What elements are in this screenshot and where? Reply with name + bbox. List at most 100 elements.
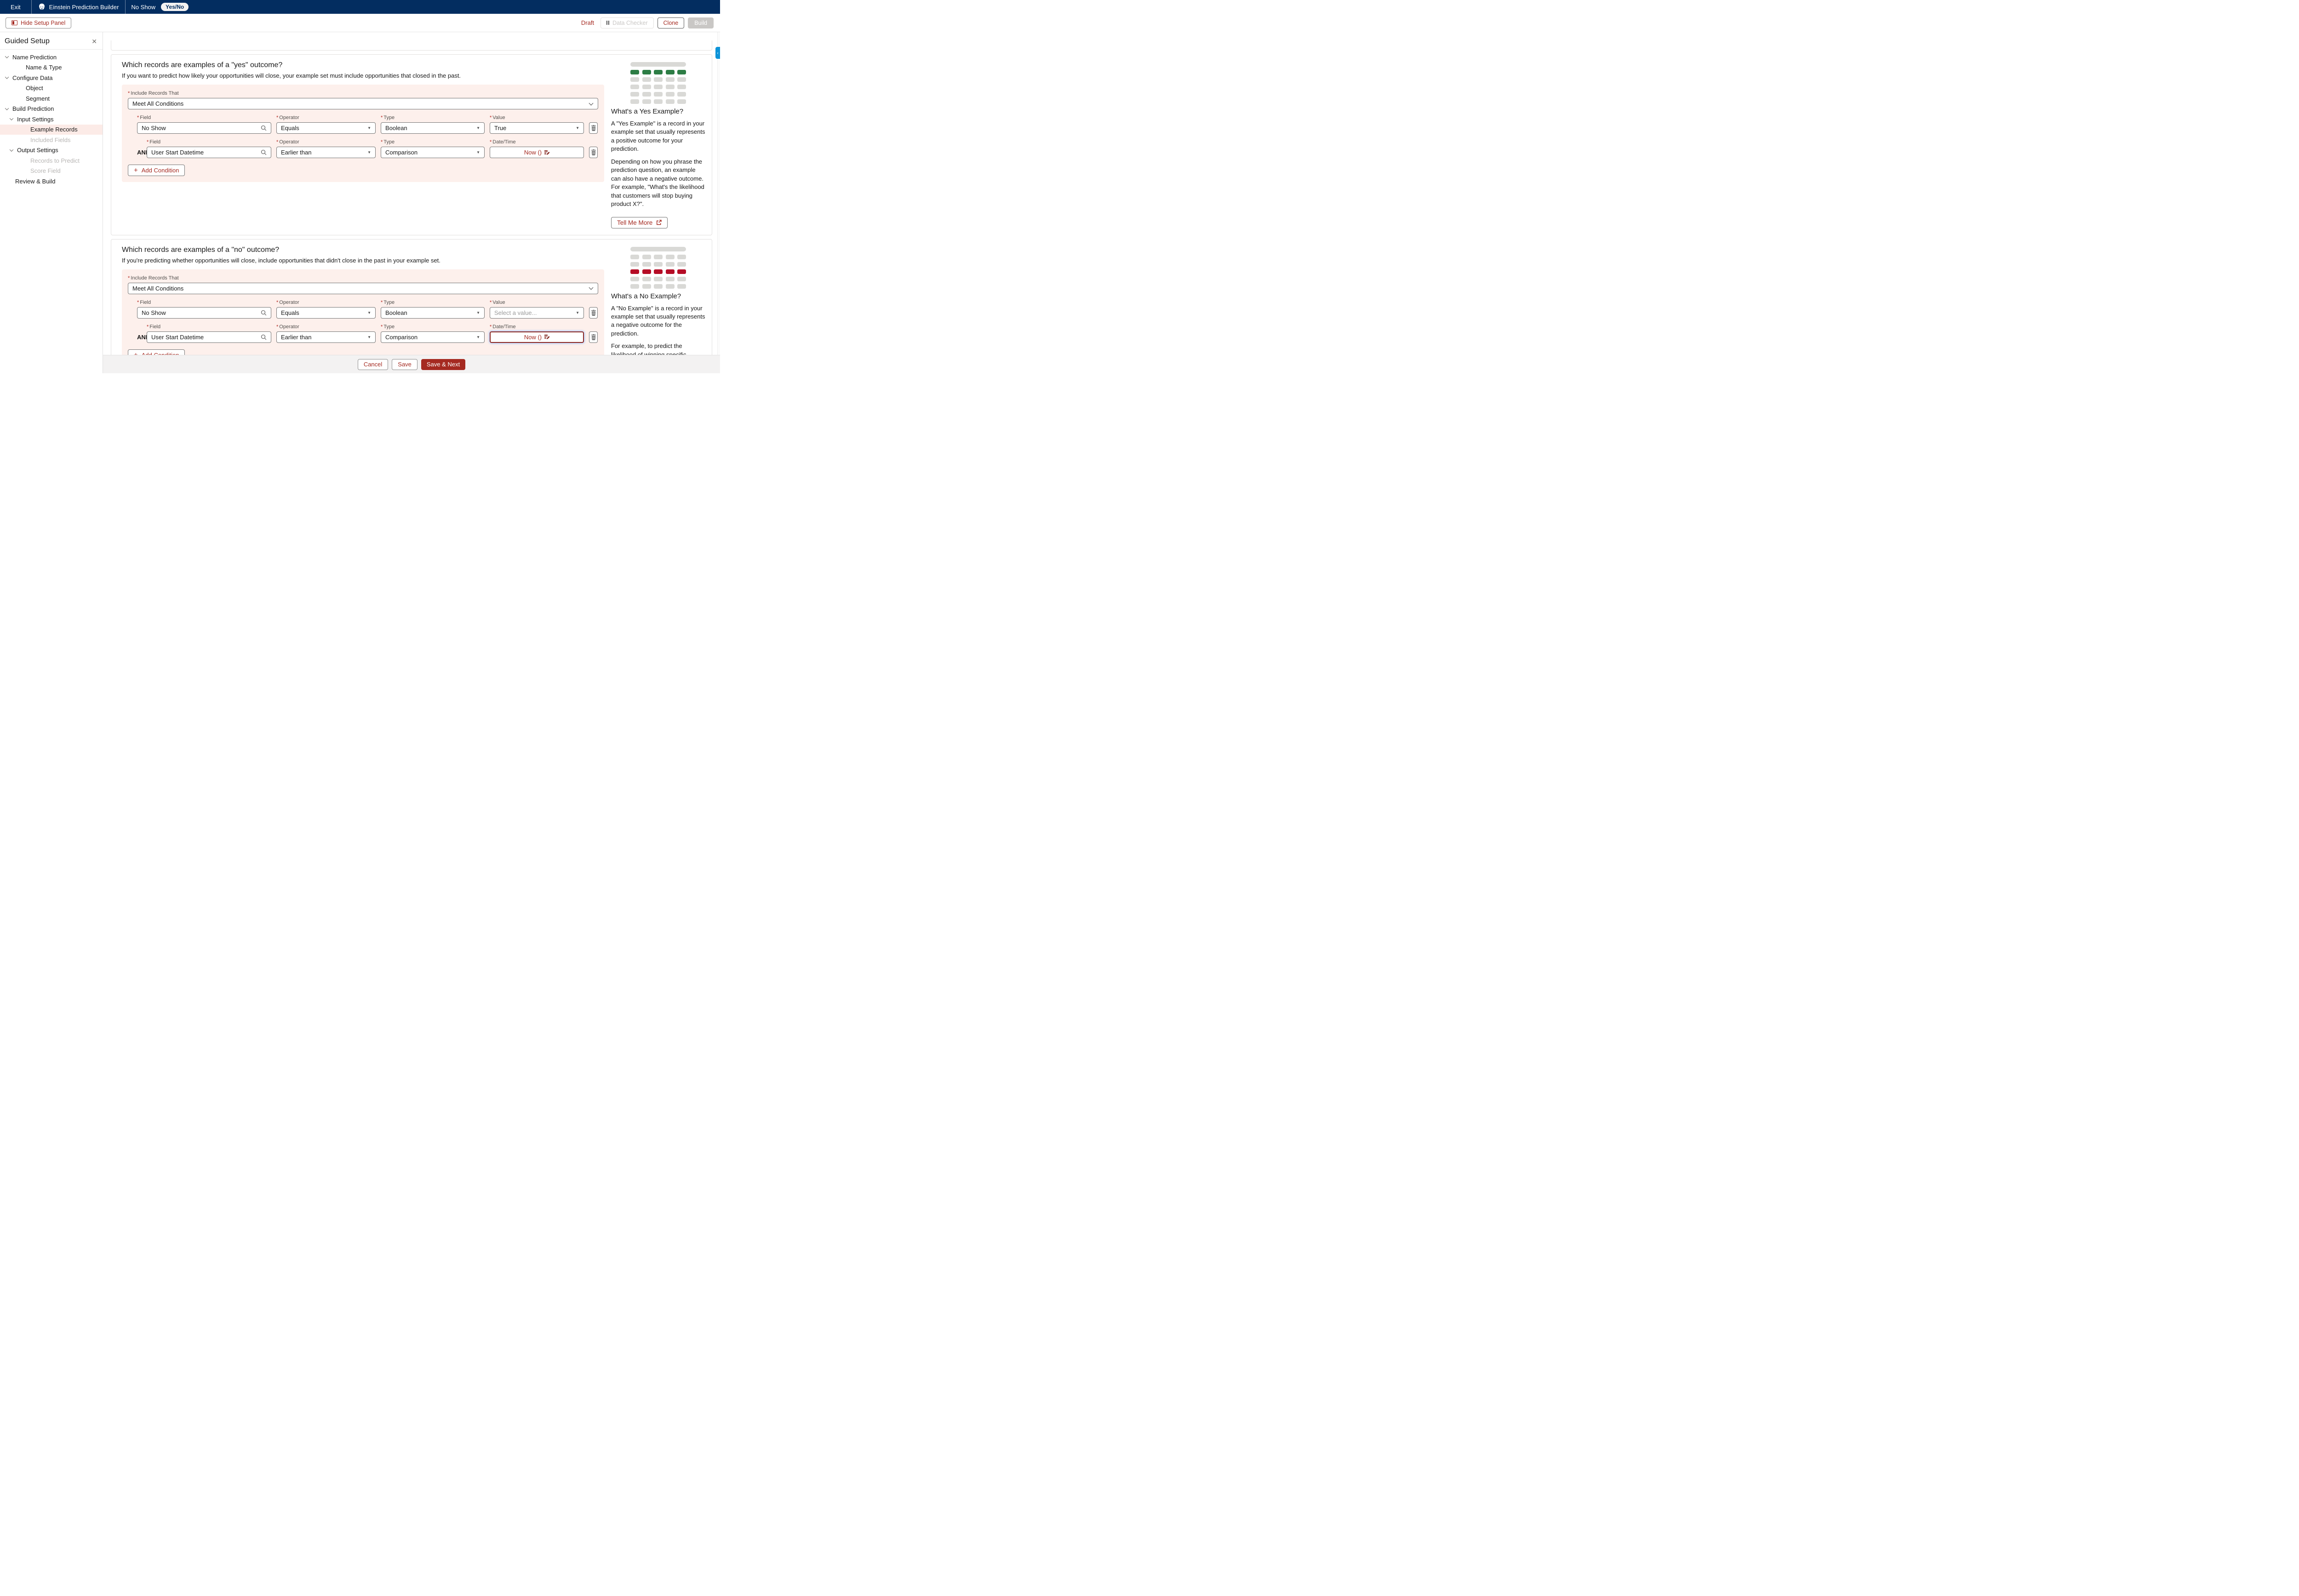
datetime-formula-field-focused[interactable]: Now () xyxy=(490,331,584,343)
no-help-paragraph-1: A "No Example" is a record in your examp… xyxy=(611,304,705,337)
operator-select[interactable]: Earlier than ▼ xyxy=(276,331,376,343)
add-condition-button[interactable]: +Add Condition xyxy=(128,165,185,176)
operator-cell: * Operator Earlier than ▼ xyxy=(276,139,376,158)
include-records-dropdown[interactable]: Meet All Conditions xyxy=(128,98,598,109)
illustration-cell xyxy=(630,92,639,97)
operator-select[interactable]: Equals ▼ xyxy=(276,122,376,134)
hide-setup-panel-button[interactable]: Hide Setup Panel xyxy=(6,17,72,28)
field-lookup-input[interactable]: User Start Datetime xyxy=(147,331,271,343)
dropdown-arrow-icon: ▼ xyxy=(576,310,579,315)
illustration-cell xyxy=(642,70,651,74)
yes-help-heading: What's a Yes Example? xyxy=(611,108,684,115)
cancel-button[interactable]: Cancel xyxy=(357,359,389,370)
sidebar-item-score-field: Score Field xyxy=(30,167,61,175)
clone-button[interactable]: Clone xyxy=(657,17,685,28)
chevron-down-icon xyxy=(9,148,14,152)
save-and-next-button[interactable]: Save & Next xyxy=(421,359,466,370)
type-select[interactable]: Comparison ▼ xyxy=(381,147,485,158)
sidebar-item-records-to-predict: Records to Predict xyxy=(30,157,80,164)
status-text: Draft xyxy=(581,19,595,26)
type-cell: * Type Comparison ▼ xyxy=(381,324,485,343)
app-title: Einstein Prediction Builder xyxy=(49,3,119,11)
chevron-down-icon xyxy=(5,75,9,80)
delete-condition-button[interactable] xyxy=(589,147,598,158)
sidebar-item-name-and-type[interactable]: Name & Type xyxy=(26,64,62,71)
illustration-cell xyxy=(630,77,639,82)
illustration-cell xyxy=(630,284,639,289)
delete-condition-button[interactable] xyxy=(589,331,598,343)
delete-condition-button[interactable] xyxy=(589,307,598,319)
field-lookup-input[interactable]: User Start Datetime xyxy=(147,147,271,158)
action-toolbar: Hide Setup Panel Draft Data Checker Clon… xyxy=(0,14,720,32)
global-header: Exit Einstein Prediction Builder No Show… xyxy=(0,0,720,14)
yes-condition-row-1: * Field No Show * Operator Equals ▼ xyxy=(137,115,598,134)
search-icon xyxy=(261,334,267,340)
search-icon xyxy=(261,125,267,131)
and-connector-label: AND xyxy=(137,333,150,341)
type-cell: * Type Comparison ▼ xyxy=(381,139,485,158)
sidebar-item-output-settings[interactable]: Output Settings xyxy=(0,145,103,156)
operator-select[interactable]: Earlier than ▼ xyxy=(276,147,376,158)
exit-button[interactable]: Exit xyxy=(11,3,21,11)
field-lookup-input[interactable]: No Show xyxy=(137,122,271,134)
sidebar-item-input-settings[interactable]: Input Settings xyxy=(0,114,103,125)
illustration-cell xyxy=(642,77,651,82)
content-scroll-area[interactable]: ‹ Which records are examples of a "yes" … xyxy=(103,32,720,373)
sidebar-divider xyxy=(0,49,103,50)
illustration-cell xyxy=(654,269,663,274)
sidebar-item-review-and-build[interactable]: Review & Build xyxy=(15,177,56,185)
sidebar-item-configure-data[interactable]: Configure Data xyxy=(0,73,103,83)
dropdown-arrow-icon: ▼ xyxy=(367,335,371,339)
operator-select[interactable]: Equals ▼ xyxy=(276,307,376,319)
sidebar-item-example-records[interactable]: Example Records xyxy=(0,124,103,135)
value-select[interactable]: True ▼ xyxy=(490,122,584,134)
delete-condition-button[interactable] xyxy=(589,122,598,134)
type-select[interactable]: Boolean ▼ xyxy=(381,307,485,319)
and-connector-label: AND xyxy=(137,149,150,156)
sidebar-item-object[interactable]: Object xyxy=(26,85,43,92)
prediction-name: No Show xyxy=(131,3,156,11)
build-button[interactable]: Build xyxy=(688,17,714,28)
operator-cell: * Operator Earlier than ▼ xyxy=(276,324,376,343)
tell-me-more-button[interactable]: Tell Me More xyxy=(611,217,668,228)
illustration-cell xyxy=(642,92,651,97)
yes-card-description: If you want to predict how likely your o… xyxy=(122,72,461,79)
illustration-cell xyxy=(677,284,686,289)
dropdown-arrow-icon: ▼ xyxy=(367,126,371,130)
dropdown-arrow-icon: ▼ xyxy=(367,310,371,315)
no-condition-row-1: * Field No Show * Operator Equals ▼ xyxy=(137,300,598,319)
type-select[interactable]: Comparison ▼ xyxy=(381,331,485,343)
yes-card-title: Which records are examples of a "yes" ou… xyxy=(122,61,283,69)
close-icon[interactable]: ✕ xyxy=(92,38,97,45)
einstein-icon xyxy=(38,3,46,11)
no-card-description: If you're predicting whether opportuniti… xyxy=(122,256,440,264)
illustration-cell xyxy=(654,85,663,89)
chevron-down-icon xyxy=(5,106,9,110)
save-button[interactable]: Save xyxy=(392,359,417,370)
sidebar-item-segment[interactable]: Segment xyxy=(26,95,50,102)
illustration-row xyxy=(630,92,686,97)
trash-icon xyxy=(591,125,596,131)
navbar-divider xyxy=(31,0,32,14)
toolbar-right-group: Draft Data Checker Clone Build xyxy=(581,17,714,28)
field-lookup-input[interactable]: No Show xyxy=(137,307,271,319)
operator-cell: * Operator Equals ▼ xyxy=(276,115,376,134)
scrollbar-track[interactable] xyxy=(717,32,720,355)
einstein-prediction-builder-app: Exit Einstein Prediction Builder No Show… xyxy=(0,0,720,373)
illustration-row xyxy=(630,262,686,267)
data-checker-button[interactable]: Data Checker xyxy=(600,17,654,28)
datetime-formula-field[interactable]: Now () xyxy=(490,147,584,158)
formula-edit-icon xyxy=(544,150,550,155)
illustration-cell xyxy=(630,254,639,259)
sidebar-item-name-prediction[interactable]: Name Prediction xyxy=(0,52,103,63)
value-select[interactable]: Select a value... ▼ xyxy=(490,307,584,319)
type-select[interactable]: Boolean ▼ xyxy=(381,122,485,134)
type-cell: * Type Boolean ▼ xyxy=(381,115,485,134)
sidebar-item-build-prediction[interactable]: Build Prediction xyxy=(0,104,103,114)
include-records-dropdown[interactable]: Meet All Conditions xyxy=(128,282,598,294)
side-panel-toggle-button[interactable]: ‹ xyxy=(715,47,720,59)
illustration-row xyxy=(630,269,686,274)
field-cell: * Field AND User Start Datetime xyxy=(137,139,271,158)
no-card-title: Which records are examples of a "no" out… xyxy=(122,245,280,254)
chevron-down-icon xyxy=(5,54,9,59)
